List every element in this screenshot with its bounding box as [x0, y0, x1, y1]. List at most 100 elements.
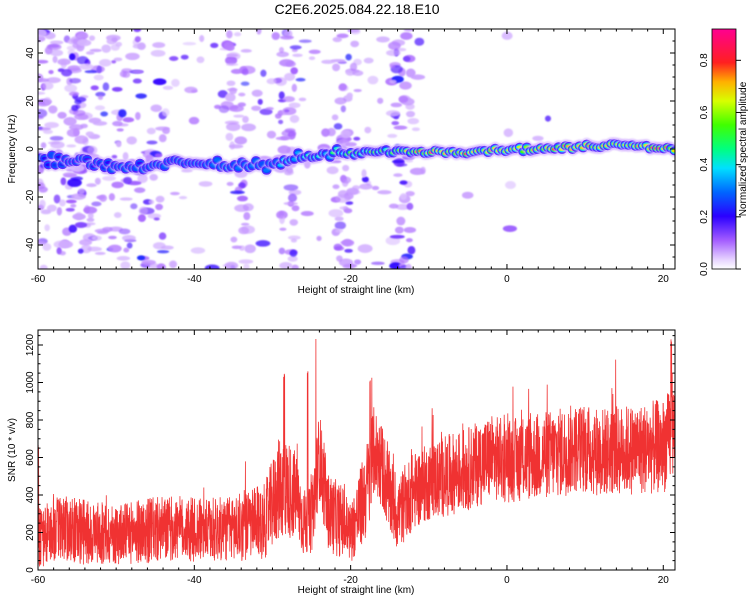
spectrogram-noise-blob — [126, 242, 133, 249]
spectrogram-noise-blob — [91, 201, 102, 207]
spectrogram-noise-blob — [405, 68, 416, 78]
spectrogram-noise-blob — [350, 29, 361, 35]
spectrogram-noise-blob — [50, 49, 64, 57]
spectrogram-noise-blob — [332, 184, 340, 189]
spectrogram-noise-blob — [241, 123, 256, 132]
spectrogram-noise-blob — [238, 92, 246, 97]
snr-series-line — [38, 338, 675, 567]
spectrogram-noise-blob — [350, 40, 360, 48]
x-tick-label: 0 — [504, 274, 510, 285]
spectrogram-noise-blob — [233, 114, 245, 118]
spectrogram-noise-blob — [198, 181, 213, 187]
spectrogram-noise-blob — [257, 98, 263, 105]
spectrogram-noise-blob — [162, 85, 174, 90]
spectrogram-noise-blob — [141, 259, 156, 265]
spectrogram-noise-blob — [99, 59, 112, 67]
spectrogram-noise-blob — [111, 60, 117, 64]
spectrogram-noise-blob — [49, 135, 64, 141]
spectrogram-noise-blob — [171, 78, 180, 87]
spectrogram-noise-blob — [95, 91, 106, 97]
y-tick-label: -40 — [25, 237, 36, 252]
spectrogram-noise-blob — [389, 262, 402, 269]
spectrogram-noise-blob — [342, 164, 350, 172]
spectrogram-noise-blob — [403, 29, 414, 32]
spectrogram-noise-blob — [225, 62, 239, 66]
spectrogram-noise-blob — [69, 77, 81, 84]
spectrogram-noise-blob — [68, 224, 78, 233]
spectrogram-noise-blob — [57, 111, 67, 119]
spectrogram-noise-blob — [87, 246, 102, 252]
spectrogram-noise-blob — [184, 86, 198, 94]
spectrogram-noise-blob — [137, 174, 148, 184]
spectrogram-noise-blob — [87, 145, 98, 155]
spectrogram-noise-blob — [100, 111, 109, 117]
colorbar-label: Normalized spectral amplitude — [738, 81, 749, 216]
spectrogram-noise-blob — [501, 31, 513, 40]
spectrogram-noise-blob — [334, 216, 344, 222]
spectrogram-noise-blob — [39, 199, 46, 209]
y-tick-label: 0 — [25, 146, 36, 152]
figure-title: C2E6.2025.084.22.18.E10 — [274, 1, 439, 17]
spectrogram-noise-blob — [461, 191, 474, 199]
spectrogram-noise-blob — [226, 80, 236, 87]
spectrogram-noise-blob — [345, 53, 352, 61]
spectrogram-noise-blob — [405, 110, 416, 118]
spectrogram-noise-blob — [332, 63, 341, 72]
spectrogram-noise-blob — [266, 130, 277, 139]
spectrogram-noise-blob — [78, 188, 85, 195]
spectrogram-noise-blob — [289, 219, 299, 226]
colorbar-tick-label: 0.8 — [699, 53, 710, 67]
spectrogram-noise-blob — [96, 65, 102, 74]
spectrogram-noise-blob — [125, 52, 140, 61]
spectrogram-noise-blob — [56, 207, 63, 216]
x-tick-label: 20 — [658, 575, 670, 586]
spectrogram-noise-blob — [233, 32, 242, 37]
spectrogram-noise-blob — [283, 184, 299, 191]
spectrogram-noise-blob — [38, 59, 49, 64]
spectrogram-noise-blob — [394, 226, 404, 234]
spectrogram-noise-blob — [405, 103, 415, 110]
spectrogram-noise-blob — [226, 30, 233, 39]
spectrogram-noise-blob — [71, 104, 79, 112]
spectrogram-noise-blob — [74, 99, 82, 105]
spectrogram-noise-blob — [291, 83, 297, 92]
spectrogram-noise-blob — [73, 109, 86, 117]
y-tick-label: -20 — [25, 189, 36, 204]
spectrogram-noise-blob — [321, 59, 334, 64]
colorbar-tick-label: 0.2 — [699, 209, 710, 223]
spectrogram-noise-blob — [112, 120, 123, 127]
spectrogram-noise-blob — [331, 114, 339, 121]
spectrogram-noise-blob — [152, 78, 167, 86]
spectrogram-noise-blob — [63, 117, 77, 126]
spectrogram-noise-blob — [256, 29, 262, 35]
spectrogram-noise-blob — [340, 129, 352, 139]
spectrogram-noise-blob — [282, 96, 295, 103]
spectrogram-noise-blob — [278, 211, 285, 219]
spectrogram-noise-blob — [122, 117, 135, 123]
spectrogram-noise-blob — [230, 190, 245, 195]
colorbar-ticks: 0.0 0.2 0.4 0.6 0.8 — [699, 53, 741, 276]
spectrogram-noise-blob — [111, 86, 123, 92]
spectrogram-noise-blob — [240, 49, 252, 53]
spectrogram-noise-blob — [148, 199, 155, 205]
spectrogram-noise-blob — [204, 264, 220, 269]
spectrogram-noise-blob — [116, 128, 124, 132]
spectrogram-noise-blob — [85, 131, 95, 137]
spectrogram-noise-blob — [48, 105, 58, 114]
spectrogram-noise-blob — [77, 248, 84, 254]
spectrogram-noise-blob — [316, 235, 322, 242]
x-tick-label: -20 — [343, 274, 358, 285]
spectrogram-noise-blob — [234, 204, 249, 212]
spectrogram-noise-blob — [169, 260, 178, 269]
spectrogram-noise-blob — [377, 190, 392, 195]
spectrogram-noise-blob — [226, 122, 241, 132]
spectrogram-noise-blob — [393, 173, 403, 177]
spectrogram-noise-blob — [38, 78, 50, 83]
spectrogram-noise-blob — [223, 41, 235, 50]
spectrogram-noise-blob — [336, 33, 349, 39]
spectrogram-noise-blob — [260, 69, 267, 77]
spectrogram-noise-blob — [280, 35, 294, 40]
spectrogram-noise-blob — [279, 227, 287, 231]
spectrogram-ridge — [38, 137, 675, 177]
